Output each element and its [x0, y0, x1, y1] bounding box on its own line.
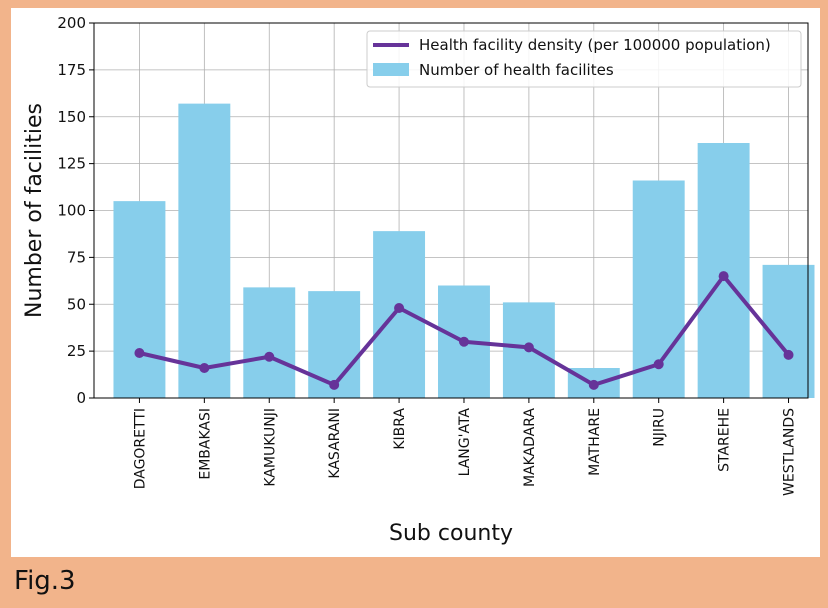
density-point	[199, 363, 210, 373]
x-axis-ticks: DAGORETTI EMBAKASI KAMUKUNJI KASARANI KIBRA L…	[132, 398, 798, 496]
legend-bar-label: Number of health facilites	[419, 61, 614, 79]
x-tick-label: KAMUKUNJI	[262, 408, 278, 487]
x-tick-label: LANG'ATA	[457, 408, 473, 477]
bar	[178, 103, 231, 398]
bar	[243, 287, 296, 398]
x-tick-label: KIBRA	[392, 408, 408, 450]
y-tick-label: 75	[67, 248, 86, 266]
x-tick-label: MAKADARA	[522, 408, 538, 487]
density-point	[653, 359, 664, 370]
bar	[697, 143, 750, 398]
y-tick-label: 25	[67, 342, 86, 360]
y-tick-label: 175	[57, 61, 86, 79]
chart: 0 25 50 75 100 125 150 175 200 DAGORETTI EMBAKASI…	[22, 14, 815, 546]
figure-caption: Fig.3	[14, 566, 76, 596]
x-tick-label: WESTLANDS	[782, 408, 798, 496]
legend-line-label: Health facility density (per 100000 popu…	[419, 36, 771, 54]
density-point	[329, 379, 340, 390]
x-axis-label: Sub county	[389, 521, 513, 546]
x-tick-label: EMBAKASI	[197, 408, 213, 480]
legend: Health facility density (per 100000 popu…	[366, 30, 802, 88]
x-tick-label: STAREHE	[717, 408, 733, 472]
y-tick-label: 125	[57, 155, 86, 173]
density-point	[588, 379, 599, 390]
density-point	[264, 351, 275, 362]
y-tick-label: 100	[57, 202, 86, 220]
figure-panel: 0 25 50 75 100 125 150 175 200 DAGORETTI EMBAKASI…	[11, 8, 820, 557]
density-point	[783, 349, 794, 360]
density-point	[394, 303, 405, 313]
x-tick-label: DAGORETTI	[132, 408, 148, 489]
x-tick-label: MATHARE	[587, 408, 603, 476]
y-axis-label: Number of facilities	[22, 103, 47, 318]
legend-box	[366, 30, 802, 88]
y-axis-ticks: 0 25 50 75 100 125 150 175 200	[57, 14, 94, 407]
y-tick-label: 0	[76, 389, 86, 407]
density-point	[718, 271, 729, 282]
bar	[373, 231, 426, 398]
x-tick-label: KASARANI	[327, 408, 343, 479]
bar	[113, 201, 166, 398]
y-tick-label: 150	[57, 108, 86, 126]
x-tick-label: NJIRU	[652, 408, 668, 447]
legend-bar-swatch	[373, 63, 409, 76]
density-point	[134, 348, 145, 358]
y-tick-label: 50	[67, 295, 86, 313]
line-series	[134, 271, 794, 390]
y-tick-label: 200	[57, 14, 86, 32]
density-point	[458, 336, 469, 347]
density-point	[523, 342, 534, 353]
